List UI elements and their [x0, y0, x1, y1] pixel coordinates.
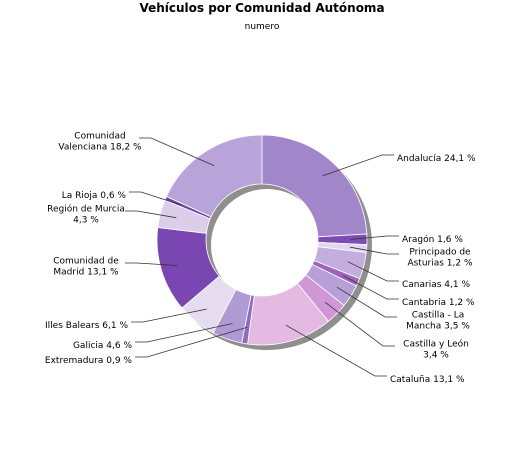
label-cataluna: Cataluña 13,1 % — [390, 375, 465, 385]
leader-cataluna — [285, 324, 387, 377]
label-comunidad-valenciana: Comunidad Valenciana 18,2 % — [58, 132, 142, 153]
label-andalucia: Andalucía 24,1 % — [397, 154, 476, 164]
leader-principado-de-asturias — [350, 246, 399, 255]
slice-comunidad-valenciana — [165, 134, 263, 218]
label-illes-balears: Illes Balears 6,1 % — [45, 321, 128, 331]
leader-comunidad-valenciana — [139, 137, 215, 166]
label-galicia: Galicia 4,6 % — [73, 341, 132, 351]
leader-cantabria — [342, 275, 399, 300]
leader-comunidad-de-madrid — [125, 262, 178, 266]
chart-subtitle: numero — [245, 22, 280, 32]
label-castilla-y-leon: Castilla y León 3,4 % — [403, 339, 469, 361]
donut-slices — [156, 134, 368, 346]
leader-region-de-murcia — [125, 210, 177, 219]
leader-extremadura — [135, 326, 248, 358]
leader-castilla-y-leon — [324, 301, 395, 347]
label-canarias: Canarias 4,1 % — [402, 280, 470, 290]
label-region-de-murcia: Región de Murcia 4,3 % — [47, 204, 125, 226]
slice-andalucia — [261, 134, 368, 238]
label-cantabria: Cantabria 1,2 % — [402, 298, 475, 308]
label-la-rioja: La Rioja 0,6 % — [62, 191, 127, 201]
label-principado-de-asturias: Principado de Asturias 1,2 % — [407, 248, 473, 269]
label-leaders — [125, 137, 399, 377]
leader-galicia — [135, 323, 233, 343]
chart-title: Vehículos por Comunidad Autónoma — [139, 1, 384, 15]
leader-castilla-la-mancha — [336, 286, 397, 318]
label-extremadura: Extremadura 0,9 % — [45, 356, 133, 366]
slice-labels: Andalucía 24,1 % Aragón 1,6 % Principado d… — [45, 132, 476, 386]
leader-illes-balears — [131, 308, 207, 323]
leader-aragon — [350, 235, 399, 240]
label-aragon: Aragón 1,6 % — [402, 234, 463, 245]
leader-la-rioja — [129, 191, 181, 206]
label-castilla-la-mancha: Castilla - La Mancha 3,5 % — [406, 311, 470, 332]
leader-andalucia — [322, 154, 394, 177]
label-comunidad-de-madrid: Comunidad de Madrid 13,1 % — [53, 257, 119, 278]
leader-canarias — [347, 261, 399, 282]
